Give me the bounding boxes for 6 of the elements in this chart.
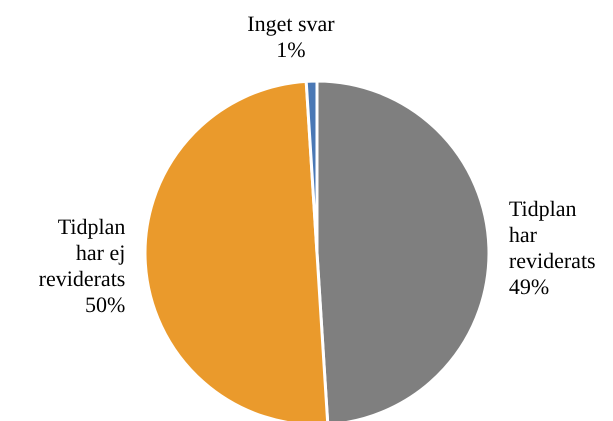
slice-label: Tidplan har reviderats — [508, 196, 596, 273]
data-label: 49% — [508, 274, 550, 299]
slice-label: Inget svar — [247, 11, 336, 36]
slice-label: Tidplan har ej reviderats — [38, 214, 126, 292]
data-label: 50% — [85, 292, 126, 318]
data-label: 1% — [276, 37, 306, 62]
